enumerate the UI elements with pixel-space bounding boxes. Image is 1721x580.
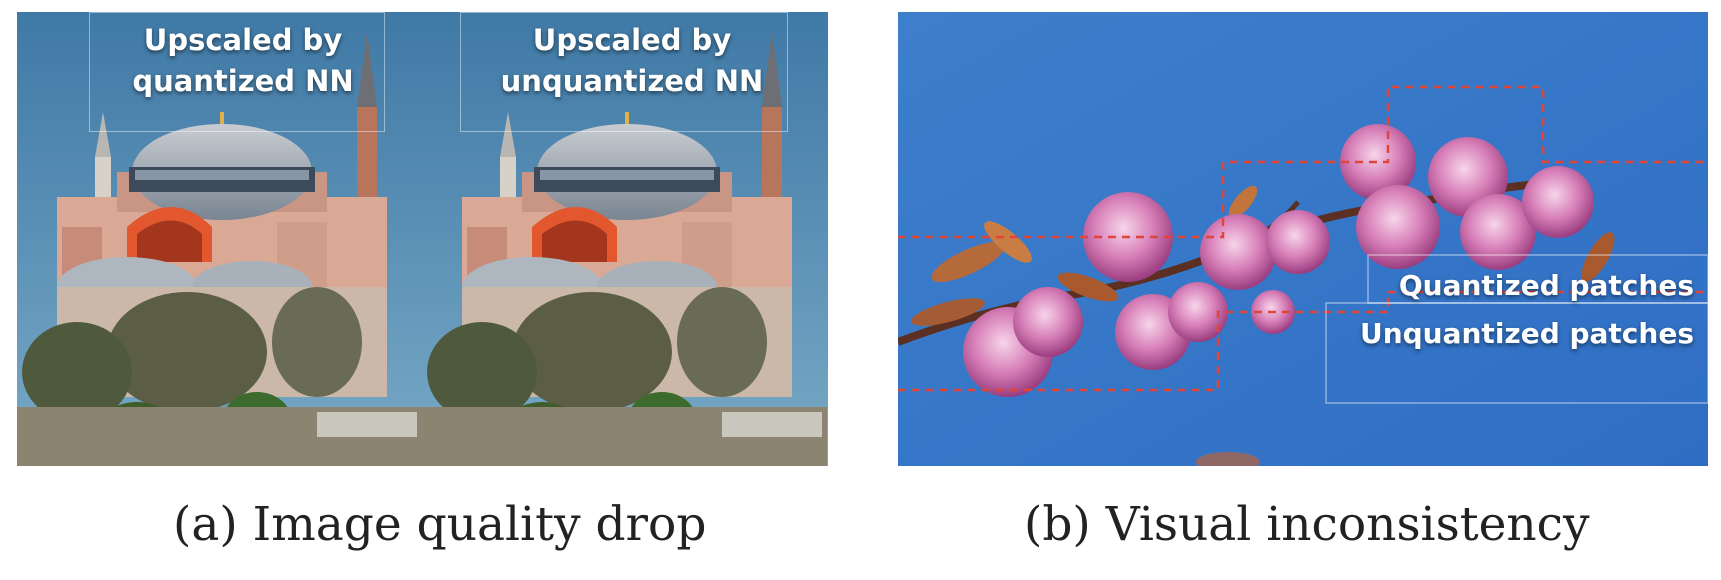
caption-visual-inconsistency: (b) Visual inconsistency xyxy=(1024,497,1590,552)
image-quality-photo-panel: Upscaled by quantized NN Upscaled by unq… xyxy=(17,12,828,466)
unquantized-label-line2: unquantized NN xyxy=(500,64,764,98)
unquantized-patches-legend: Unquantized patches xyxy=(1359,317,1694,350)
quantized-nn-label: Upscaled by quantized NN xyxy=(113,20,373,102)
hagia-sophia-illustration xyxy=(17,12,828,466)
caption-b-tag: (b) xyxy=(1024,497,1091,552)
unquantized-label-line1: Upscaled by xyxy=(532,23,732,57)
caption-a-tag: (a) xyxy=(173,497,238,552)
cherry-blossom-illustration xyxy=(898,12,1708,466)
quantized-patches-legend: Quantized patches xyxy=(1398,269,1694,302)
quantized-patch-outlines xyxy=(898,85,1708,392)
caption-b-text: Visual inconsistency xyxy=(1105,497,1590,552)
unquantized-label-frame xyxy=(460,12,788,132)
caption-image-quality-drop: (a) Image quality drop xyxy=(173,497,706,552)
quantized-label-line2: quantized NN xyxy=(132,64,354,98)
quantized-label-line1: Upscaled by xyxy=(143,23,343,57)
quantized-label-frame xyxy=(89,12,385,132)
visual-inconsistency-photo-panel: Quantized patches Unquantized patches xyxy=(898,12,1708,466)
unquantized-nn-label: Upscaled by unquantized NN xyxy=(477,20,787,102)
caption-a-text: Image quality drop xyxy=(252,497,707,552)
